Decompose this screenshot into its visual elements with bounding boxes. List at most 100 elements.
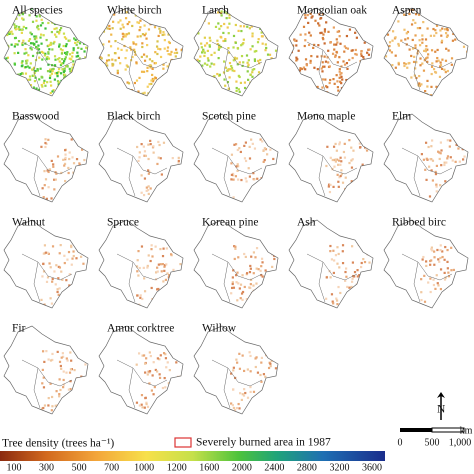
density-pixel bbox=[268, 272, 271, 276]
density-pixel bbox=[351, 303, 354, 306]
density-pixel bbox=[46, 251, 49, 254]
density-pixel bbox=[160, 270, 163, 273]
density-pixel bbox=[367, 142, 370, 146]
density-pixel bbox=[14, 28, 17, 31]
density-pixel bbox=[58, 29, 62, 32]
density-pixel bbox=[54, 58, 57, 61]
density-pixel bbox=[259, 25, 262, 28]
density-pixel bbox=[60, 356, 63, 359]
density-pixel bbox=[45, 350, 48, 353]
map-panel: Mongolian oak bbox=[288, 5, 374, 97]
density-pixel bbox=[229, 11, 233, 15]
density-pixel bbox=[341, 181, 345, 184]
density-pixel bbox=[367, 53, 371, 56]
density-pixel bbox=[295, 56, 298, 59]
density-pixel bbox=[418, 74, 421, 78]
density-pixel bbox=[182, 69, 183, 72]
density-pixel bbox=[12, 89, 15, 92]
density-pixel bbox=[81, 249, 85, 252]
density-pixel bbox=[435, 164, 438, 167]
density-pixel bbox=[350, 146, 353, 149]
density-pixel bbox=[175, 51, 179, 54]
density-pixel bbox=[63, 261, 66, 265]
density-pixel bbox=[65, 92, 69, 96]
density-pixel bbox=[233, 56, 236, 59]
density-pixel bbox=[175, 361, 178, 364]
density-pixel bbox=[434, 70, 437, 74]
density-pixel bbox=[61, 58, 64, 61]
density-pixel bbox=[290, 70, 294, 73]
density-pixel bbox=[53, 178, 56, 181]
map-fill bbox=[230, 245, 277, 306]
density-pixel bbox=[232, 178, 235, 181]
density-pixel bbox=[311, 15, 314, 18]
density-pixel bbox=[66, 51, 69, 54]
density-pixel bbox=[201, 64, 204, 67]
density-pixel bbox=[84, 16, 88, 19]
density-pixel bbox=[121, 38, 124, 41]
density-pixel bbox=[329, 244, 332, 248]
density-pixel bbox=[31, 54, 35, 58]
density-pixel bbox=[353, 89, 356, 92]
map-panel: Walnut bbox=[3, 217, 89, 309]
density-pixel bbox=[242, 19, 245, 23]
density-pixel bbox=[55, 390, 58, 393]
density-pixel bbox=[304, 33, 307, 36]
density-pixel bbox=[42, 81, 46, 85]
density-pixel bbox=[5, 27, 8, 30]
density-pixel bbox=[241, 393, 244, 396]
density-pixel bbox=[247, 197, 250, 200]
density-pixel bbox=[225, 17, 228, 20]
density-pixel bbox=[80, 148, 84, 151]
density-pixel bbox=[233, 408, 237, 412]
density-pixel bbox=[30, 68, 34, 71]
density-pixel bbox=[198, 60, 201, 63]
density-pixel bbox=[334, 254, 338, 257]
density-pixel bbox=[395, 85, 398, 88]
density-pixel bbox=[264, 76, 268, 80]
density-pixel bbox=[243, 285, 246, 289]
density-pixel bbox=[422, 12, 425, 15]
density-pixel bbox=[57, 277, 60, 280]
density-pixel bbox=[179, 86, 182, 89]
density-pixel bbox=[82, 297, 86, 300]
density-pixel bbox=[434, 50, 437, 53]
density-pixel bbox=[436, 56, 439, 60]
density-pixel bbox=[309, 34, 312, 37]
density-pixel bbox=[159, 301, 162, 304]
density-pixel bbox=[230, 286, 234, 290]
density-pixel bbox=[50, 409, 53, 412]
density-pixel bbox=[264, 269, 267, 272]
density-pixel bbox=[85, 86, 88, 89]
density-pixel bbox=[80, 392, 83, 395]
density-pixel bbox=[171, 19, 174, 23]
density-pixel bbox=[246, 61, 249, 64]
density-pixel bbox=[405, 94, 408, 96]
density-pixel bbox=[102, 30, 106, 33]
density-pixel bbox=[72, 15, 76, 18]
density-pixel bbox=[397, 42, 400, 46]
density-pixel bbox=[43, 184, 46, 187]
density-pixel bbox=[146, 43, 149, 47]
density-pixel bbox=[46, 276, 50, 279]
density-pixel bbox=[238, 147, 241, 150]
density-pixel bbox=[391, 92, 394, 96]
density-pixel bbox=[182, 25, 183, 28]
density-pixel bbox=[144, 371, 147, 374]
density-pixel bbox=[27, 78, 30, 81]
density-pixel bbox=[260, 405, 264, 408]
density-pixel bbox=[434, 172, 438, 176]
density-pixel bbox=[44, 84, 47, 87]
density-pixel bbox=[164, 12, 167, 15]
density-pixel bbox=[150, 244, 153, 247]
density-pixel bbox=[305, 91, 308, 94]
density-pixel bbox=[462, 277, 465, 280]
density-pixel bbox=[230, 372, 233, 375]
density-pixel bbox=[147, 169, 150, 172]
density-pixel bbox=[159, 247, 162, 251]
density-pixel bbox=[168, 369, 171, 372]
density-pixel bbox=[21, 43, 24, 47]
density-pixel bbox=[41, 58, 44, 61]
density-pixel bbox=[240, 29, 243, 33]
density-pixel bbox=[440, 164, 443, 167]
